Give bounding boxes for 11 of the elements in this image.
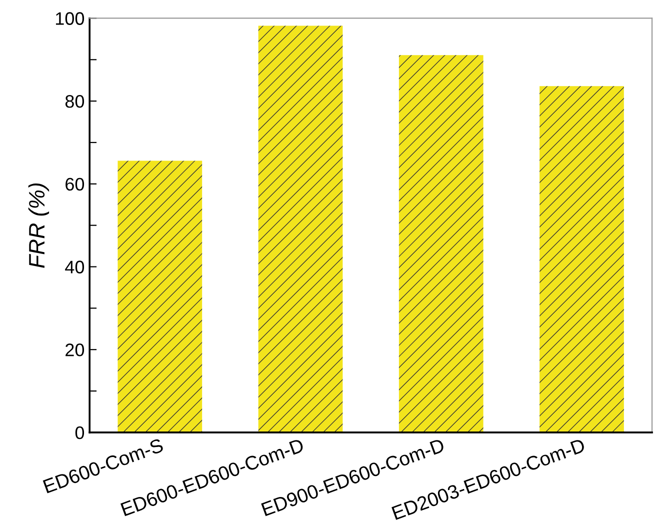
bar xyxy=(118,160,202,432)
y-tick-label: 80 xyxy=(65,95,84,108)
y-tick-label: 40 xyxy=(65,260,84,274)
bar xyxy=(258,26,343,432)
y-tick-label: 20 xyxy=(66,344,84,356)
bar xyxy=(540,86,624,432)
bar xyxy=(398,55,484,432)
y-tick-label: 100 xyxy=(56,12,84,25)
y-tick-label: 0 xyxy=(75,426,84,440)
y-axis-title: FRR (%) xyxy=(28,183,50,268)
y-tick-label: 60 xyxy=(66,178,84,191)
